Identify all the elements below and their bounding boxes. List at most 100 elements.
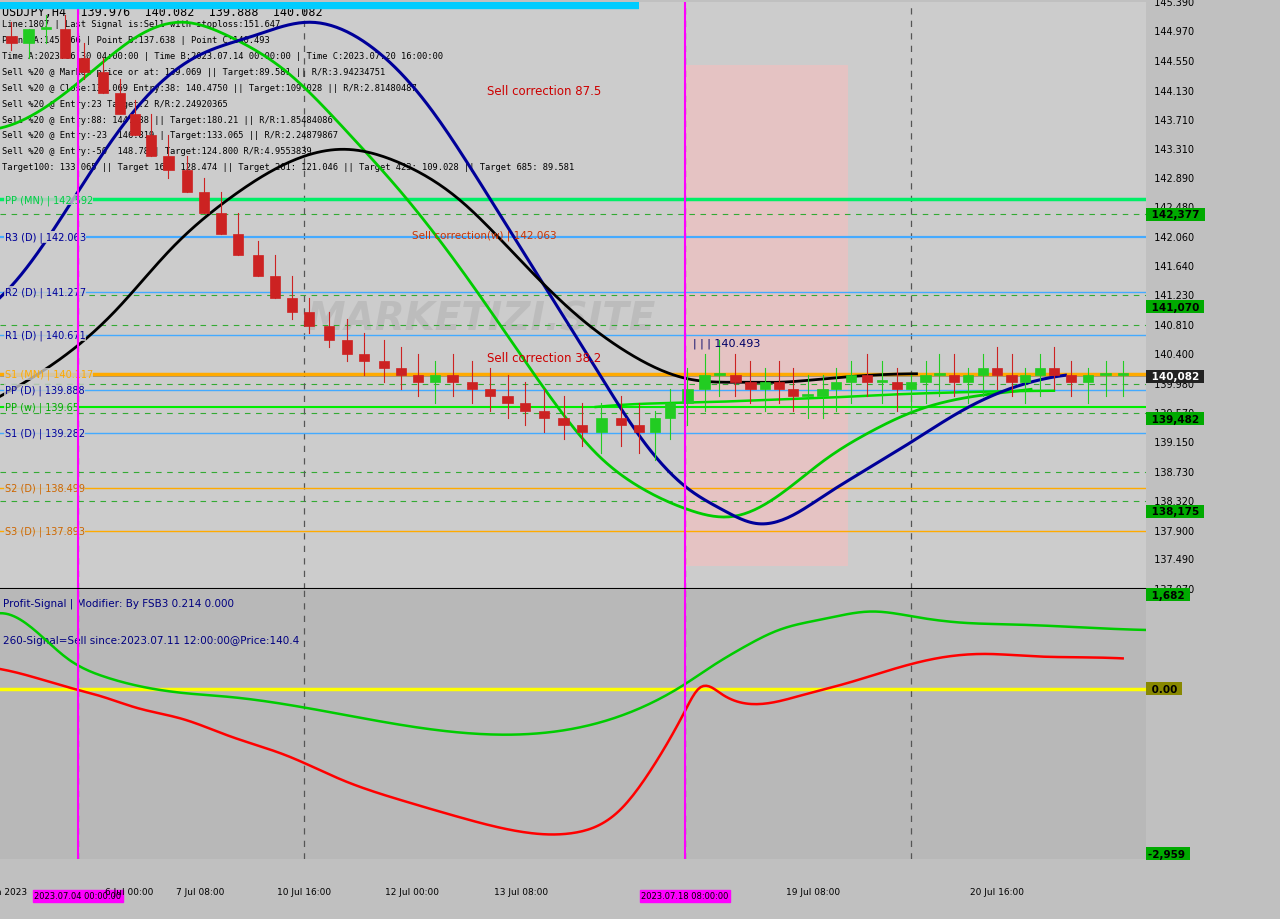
Text: 144.970: 144.970 [1148, 28, 1194, 38]
Text: S2 (D) | 138.499: S2 (D) | 138.499 [5, 483, 84, 494]
Text: 20 Jul 16:00: 20 Jul 16:00 [970, 887, 1024, 896]
Bar [1083, 376, 1093, 383]
Text: Line:1807 | Last Signal is:Sell with stoploss:151.647: Line:1807 | Last Signal is:Sell with sto… [3, 20, 280, 29]
Text: Point A:145.066 | Point B:137.638 | Point C:140.493: Point A:145.066 | Point B:137.638 | Poin… [3, 36, 270, 45]
Bar [360, 355, 370, 362]
Text: 142.480: 142.480 [1148, 203, 1194, 213]
Bar [831, 383, 841, 390]
Text: R1 (w) | 142.063: R1 (w) | 142.063 [5, 233, 86, 243]
Bar [803, 395, 813, 397]
Text: 138.730: 138.730 [1148, 468, 1194, 477]
Bar [731, 376, 741, 383]
Text: 12 Jul 00:00: 12 Jul 00:00 [385, 887, 439, 896]
Bar [616, 418, 626, 425]
Bar [666, 404, 676, 418]
Bar [467, 383, 477, 390]
Text: 141.230: 141.230 [1148, 291, 1194, 301]
Text: 138.320: 138.320 [1148, 496, 1194, 506]
Text: 139.570: 139.570 [1148, 408, 1194, 418]
Bar [502, 397, 513, 404]
Bar [270, 277, 280, 299]
Bar [992, 369, 1002, 376]
Text: PP (MN) | 142.592: PP (MN) | 142.592 [5, 195, 93, 205]
Text: 139,482: 139,482 [1148, 414, 1203, 425]
Text: 140.810: 140.810 [1148, 321, 1194, 331]
Text: 30 Jun 2023: 30 Jun 2023 [0, 887, 27, 896]
Text: Target100: 133.065 || Target 161: 128.474 || Target 261: 121.046 || Target 423: : Target100: 133.065 || Target 161: 128.47… [3, 163, 575, 172]
Text: 143.310: 143.310 [1148, 144, 1194, 154]
Bar [485, 390, 495, 397]
Text: Sell %20 @ Entry:-23  146.819 | Target:133.065 || R/R:2.24879867: Sell %20 @ Entry:-23 146.819 | Target:13… [3, 131, 338, 141]
Bar [846, 376, 856, 383]
Text: 141,070: 141,070 [1148, 302, 1203, 312]
Bar [682, 390, 692, 404]
Bar [892, 383, 902, 390]
Text: 19 Jul 08:00: 19 Jul 08:00 [786, 887, 841, 896]
Bar [1101, 374, 1111, 376]
Text: 142,377: 142,377 [1148, 210, 1203, 221]
Text: Sell correction 87.5: Sell correction 87.5 [486, 85, 602, 97]
Text: Sell %20 @ Entry:-50  148.78 | Target:124.800 R/R:4.9553839: Sell %20 @ Entry:-50 148.78 | Target:124… [3, 147, 312, 156]
Text: PP (w) | 139.65: PP (w) | 139.65 [5, 403, 78, 413]
Text: 1,682: 1,682 [1148, 590, 1188, 600]
Text: Sell correction 38.2: Sell correction 38.2 [486, 352, 602, 365]
Text: 137.900: 137.900 [1148, 526, 1194, 536]
Text: 10 Jul 16:00: 10 Jul 16:00 [276, 887, 330, 896]
Bar [861, 376, 873, 383]
Text: R3 (D) | 142.06: R3 (D) | 142.06 [5, 233, 79, 243]
Bar [99, 73, 109, 94]
Text: Sell correction(w) | 142.063: Sell correction(w) | 142.063 [412, 231, 557, 241]
Bar [413, 376, 424, 383]
Text: Sell %20 @ Market price or at: 139.069 || Target:89.581 || R/R:3.94234751: Sell %20 @ Market price or at: 139.069 |… [3, 68, 385, 77]
Bar [596, 418, 607, 432]
Text: 6 Jul 00:00: 6 Jul 00:00 [105, 887, 154, 896]
Text: 142.890: 142.890 [1148, 174, 1194, 184]
Text: -2,959: -2,959 [1148, 849, 1189, 858]
Bar [634, 425, 644, 432]
Text: Sell %20 @ Entry:88: 144.138 || Target:180.21 || R/R:1.85484086: Sell %20 @ Entry:88: 144.138 || Target:1… [3, 116, 333, 124]
Bar [1066, 376, 1076, 383]
Bar [818, 390, 828, 397]
Text: R1 (D) | 140.671: R1 (D) | 140.671 [5, 330, 86, 341]
Text: 142.060: 142.060 [1148, 233, 1194, 243]
Text: R2 (D) | 141.277: R2 (D) | 141.277 [5, 288, 86, 298]
Bar [60, 30, 70, 59]
Bar [6, 38, 17, 44]
Bar [1036, 369, 1046, 376]
Text: S3 (D) | 137.893: S3 (D) | 137.893 [5, 527, 84, 537]
Bar [760, 383, 771, 390]
Text: 7 Jul 08:00: 7 Jul 08:00 [177, 887, 225, 896]
Text: Sell %20 @ Entry:23 Target:2 R/R:2.24920365: Sell %20 @ Entry:23 Target:2 R/R:2.24920… [3, 99, 228, 108]
Bar [950, 376, 960, 383]
Bar [714, 374, 724, 376]
Text: 2023.07.04 00:00:00: 2023.07.04 00:00:00 [35, 891, 122, 901]
Bar [216, 213, 227, 234]
Bar [1006, 376, 1016, 383]
Bar [252, 255, 262, 277]
Text: S1 (MN) | 140.117: S1 (MN) | 140.117 [5, 369, 93, 380]
Text: 139.980: 139.980 [1148, 380, 1194, 390]
Text: 138,175: 138,175 [1148, 506, 1203, 516]
Bar [745, 383, 755, 390]
Text: S1 (D) | 139.282: S1 (D) | 139.282 [5, 428, 84, 438]
Bar [963, 376, 973, 383]
Text: 143.710: 143.710 [1148, 116, 1194, 126]
Bar [23, 30, 33, 44]
Text: | | | 140.493: | | | 140.493 [692, 338, 760, 348]
Bar [396, 369, 406, 376]
Bar [146, 136, 156, 157]
Text: 260-Signal=Sell since:2023.07.11 12:00:00@Price:140.4: 260-Signal=Sell since:2023.07.11 12:00:0… [4, 635, 300, 645]
Bar [1020, 376, 1030, 383]
Text: USDJPY,H4  139.976  140.082  139.888  140.082: USDJPY,H4 139.976 140.082 139.888 140.08… [3, 6, 323, 18]
Text: 141.640: 141.640 [1148, 262, 1194, 272]
Bar [287, 299, 297, 312]
Bar [447, 376, 458, 383]
Bar [877, 380, 887, 383]
Text: 140.400: 140.400 [1148, 349, 1194, 359]
Text: 0.00: 0.00 [1148, 684, 1181, 694]
Bar [164, 157, 174, 171]
Text: Sell %20 @ Close:139.069 Entry:38: 140.4750 || Target:109.028 || R/R:2.81480487: Sell %20 @ Close:139.069 Entry:38: 140.4… [3, 84, 417, 93]
Bar [198, 192, 209, 213]
Bar [430, 376, 440, 383]
Text: MARKETIZI.SITE: MARKETIZI.SITE [306, 301, 655, 338]
